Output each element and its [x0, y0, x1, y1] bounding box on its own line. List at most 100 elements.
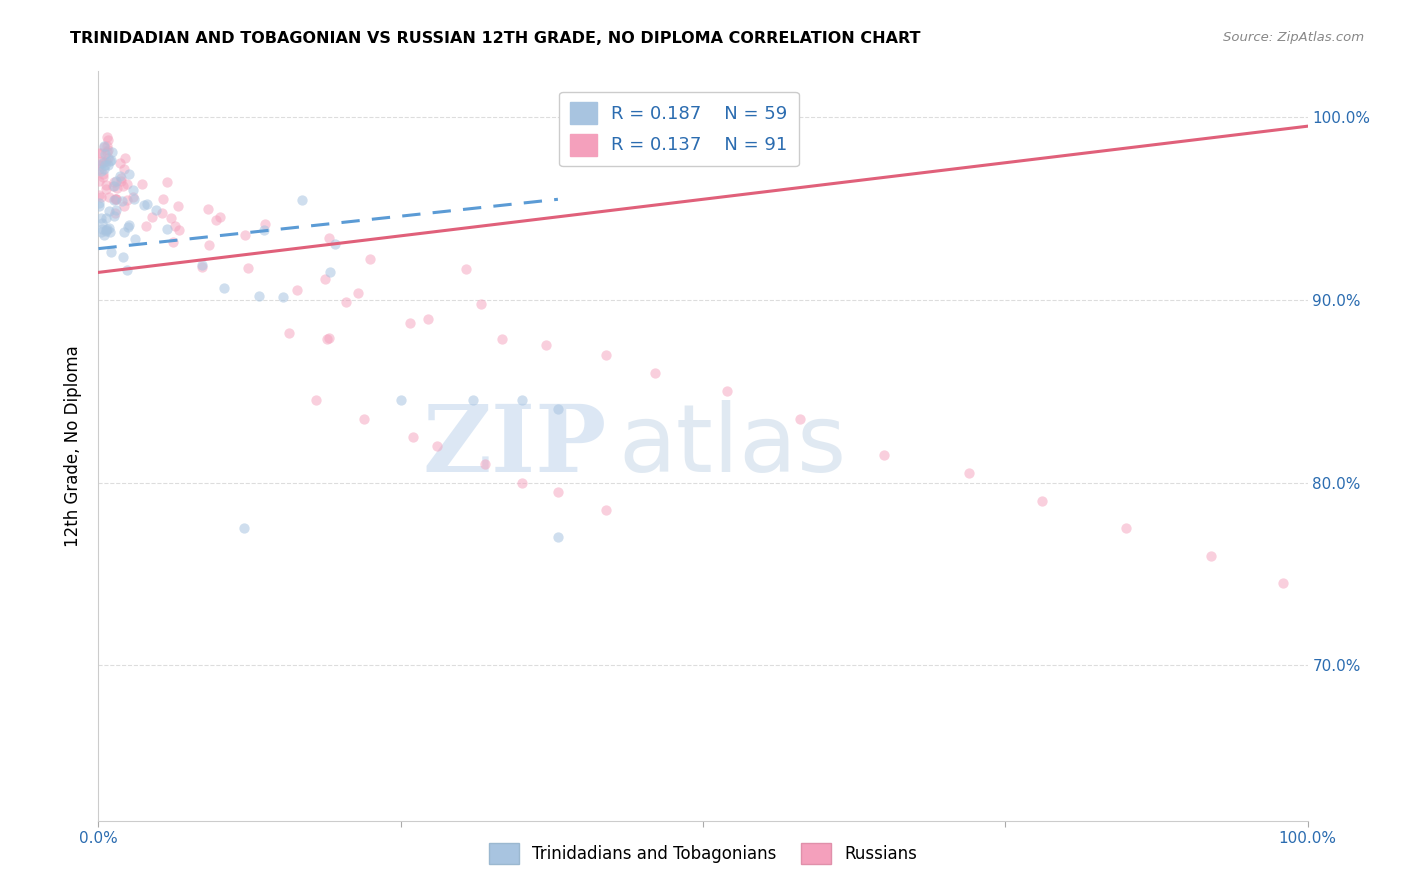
- Point: [105, 203, 128, 218]
- Point: [105, 192, 128, 206]
- Point: [110, 174, 132, 188]
- Point: [359, 252, 381, 266]
- Point: [110, 170, 132, 185]
- Point: [90, 225, 112, 239]
- Point: [93, 228, 115, 243]
- Point: [118, 167, 141, 181]
- Point: [112, 162, 135, 177]
- Point: [87, 188, 110, 202]
- Point: [252, 223, 274, 237]
- Point: [156, 175, 179, 189]
- Point: [152, 192, 174, 206]
- Point: [534, 338, 557, 352]
- Point: [100, 244, 122, 259]
- Point: [96, 222, 118, 236]
- Point: [111, 250, 134, 264]
- Point: [108, 155, 131, 169]
- Point: [315, 332, 337, 346]
- Point: [91, 169, 114, 184]
- Point: [318, 231, 340, 245]
- Point: [510, 393, 533, 408]
- Point: [353, 411, 375, 425]
- Point: [314, 271, 336, 285]
- Point: [98, 154, 121, 169]
- Point: [93, 155, 115, 169]
- Point: [91, 167, 114, 181]
- Point: [91, 216, 114, 230]
- Point: [104, 206, 127, 220]
- Point: [98, 225, 121, 239]
- Point: [236, 260, 259, 275]
- Point: [155, 222, 177, 236]
- Point: [232, 521, 254, 535]
- Point: [104, 174, 127, 188]
- Point: [108, 169, 131, 184]
- Point: [112, 199, 135, 213]
- Point: [789, 411, 811, 425]
- Point: [100, 153, 122, 167]
- Point: [89, 199, 111, 213]
- Legend: Trinidadians and Tobagonians, Russians: Trinidadians and Tobagonians, Russians: [482, 837, 924, 871]
- Point: [94, 223, 117, 237]
- Point: [90, 155, 112, 169]
- Point: [93, 162, 115, 177]
- Point: [103, 176, 125, 190]
- Point: [93, 140, 115, 154]
- Point: [117, 218, 139, 232]
- Point: [254, 217, 277, 231]
- Point: [271, 290, 294, 304]
- Point: [209, 211, 232, 225]
- Point: [103, 209, 125, 223]
- Point: [470, 297, 492, 311]
- Point: [97, 190, 120, 204]
- Point: [96, 211, 118, 225]
- Point: [402, 430, 425, 444]
- Point: [98, 204, 121, 219]
- Point: [115, 177, 138, 191]
- Point: [399, 316, 422, 330]
- Point: [124, 231, 146, 245]
- Point: [510, 475, 533, 490]
- Y-axis label: 12th Grade, No Diploma: 12th Grade, No Diploma: [65, 345, 83, 547]
- Point: [100, 145, 122, 159]
- Point: [191, 260, 214, 274]
- Point: [96, 178, 118, 192]
- Point: [94, 158, 117, 172]
- Point: [96, 129, 118, 144]
- Point: [277, 326, 299, 340]
- Point: [90, 211, 112, 225]
- Point: [463, 393, 485, 408]
- Legend: R = 0.187    N = 59, R = 0.137    N = 91: R = 0.187 N = 59, R = 0.137 N = 91: [560, 92, 799, 167]
- Point: [716, 384, 738, 399]
- Point: [89, 146, 111, 161]
- Point: [595, 503, 617, 517]
- Point: [163, 219, 186, 234]
- Point: [212, 281, 235, 295]
- Point: [873, 448, 896, 462]
- Point: [122, 192, 145, 206]
- Point: [105, 193, 128, 207]
- Point: [1115, 521, 1137, 535]
- Point: [87, 161, 110, 176]
- Point: [595, 348, 617, 362]
- Point: [114, 152, 136, 166]
- Point: [132, 198, 155, 212]
- Point: [347, 285, 370, 300]
- Point: [90, 164, 112, 178]
- Point: [93, 138, 115, 153]
- Point: [1199, 549, 1222, 563]
- Point: [121, 190, 143, 204]
- Point: [103, 194, 125, 208]
- Point: [90, 154, 112, 169]
- Point: [96, 223, 118, 237]
- Point: [90, 222, 112, 236]
- Point: [87, 196, 110, 211]
- Point: [97, 158, 120, 172]
- Point: [389, 393, 412, 408]
- Point: [162, 235, 184, 250]
- Point: [644, 366, 666, 380]
- Point: [547, 484, 569, 499]
- Point: [98, 220, 121, 235]
- Point: [122, 183, 145, 197]
- Point: [117, 262, 139, 277]
